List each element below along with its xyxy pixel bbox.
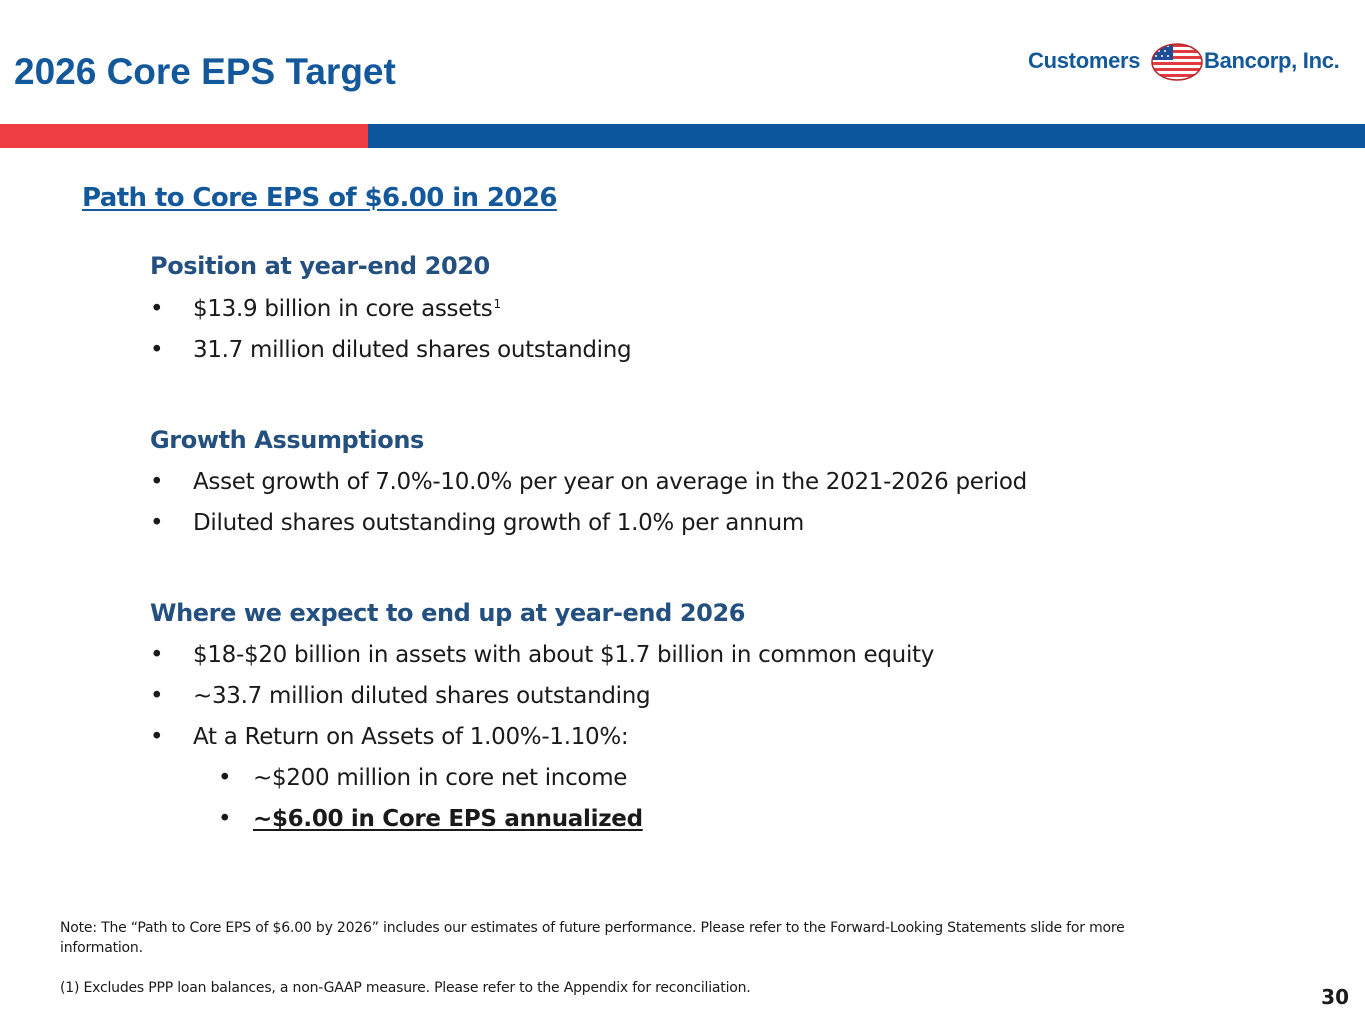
header-bar-red [0,124,368,148]
bullet-assets-2026: • $18-$20 billion in assets with about $1… [150,642,934,668]
page-number: 30 [1321,985,1349,1009]
bullet-return-on-assets: • At a Return on Assets of 1.00%-1.10%: [150,724,629,750]
bullet-glyph: • [150,469,164,495]
bullet-text: Diluted shares outstanding growth of 1.0… [193,510,805,536]
bullet-glyph: • [218,765,232,791]
subhead-year-end-2026: Where we expect to end up at year-end 20… [150,599,746,627]
footnote-marker: 1 [493,297,502,311]
logo-word-bancorp: Bancorp, Inc. [1204,48,1340,73]
bullet-diluted-shares-2020: • 31.7 million diluted shares outstanding [150,337,632,363]
us-flag-icon [1151,43,1203,81]
bullet-text-emphasis: ~$6.00 in Core EPS annualized [253,806,643,832]
bullet-glyph: • [150,510,164,536]
forward-looking-note: Note: The “Path to Core EPS of $6.00 by … [60,920,1125,956]
bullet-text: 31.7 million diluted shares outstanding [193,337,632,363]
bullet-shares-growth: • Diluted shares outstanding growth of 1.… [150,510,804,536]
bullet-glyph: • [218,806,232,832]
bullet-glyph: • [150,296,164,322]
logo-word-customers: Customers [1028,48,1141,73]
bullet-text: At a Return on Assets of 1.00%-1.10%: [193,724,629,750]
bullet-text: ~33.7 million diluted shares outstanding [193,683,651,709]
bullet-text: $18-$20 billion in assets with about $1.… [193,642,935,668]
bullet-text: ~$200 million in core net income [253,765,628,791]
bullet-core-assets: • $13.9 billion in core assets1 [150,296,501,322]
sub-bullet-core-eps: • ~$6.00 in Core EPS annualized [218,806,643,832]
bullet-glyph: • [150,337,164,363]
bullet-glyph: • [150,642,164,668]
bullet-glyph: • [150,683,164,709]
bullet-asset-growth: • Asset growth of 7.0%-10.0% per year on … [150,469,1027,495]
bullet-text: Asset growth of 7.0%-10.0% per year on a… [193,469,1027,495]
header-bar-blue [368,124,1365,148]
footnote-1: (1) Excludes PPP loan balances, a non-GA… [60,980,751,996]
subhead-position-2020: Position at year-end 2020 [150,252,490,280]
slide-title: 2026 Core EPS Target [14,51,396,92]
bullet-diluted-shares-2026: • ~33.7 million diluted shares outstandin… [150,683,651,709]
sub-bullet-core-net-income: • ~$200 million in core net income [218,765,627,791]
section-heading: Path to Core EPS of $6.00 in 2026 [82,183,557,213]
subhead-growth-assumptions: Growth Assumptions [150,426,424,454]
bullet-text: $13.9 billion in core assets [193,296,493,322]
bullet-glyph: • [150,724,164,750]
company-logo: Customers Bancorp, Inc. [1028,40,1354,86]
